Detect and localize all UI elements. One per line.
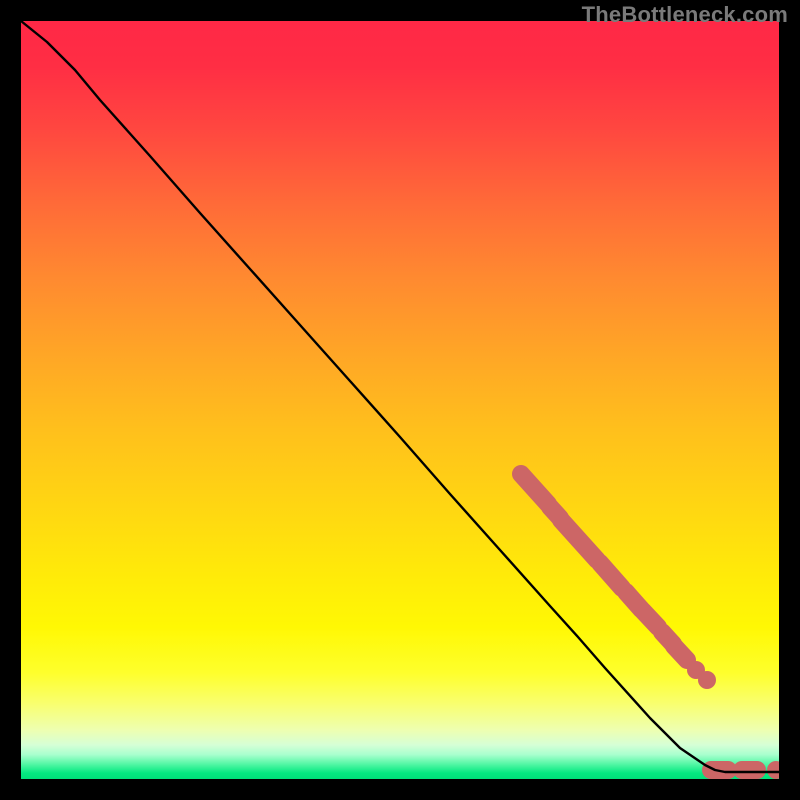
marker-bar: [674, 646, 687, 660]
gradient-background: [21, 21, 779, 779]
marker-bar: [643, 611, 658, 627]
chart-svg: [0, 0, 800, 800]
chart-canvas: TheBottleneck.com: [0, 0, 800, 800]
marker-dot: [767, 761, 785, 779]
watermark-text: TheBottleneck.com: [582, 2, 788, 28]
plot-area: [21, 21, 785, 779]
marker-dot: [698, 671, 716, 689]
